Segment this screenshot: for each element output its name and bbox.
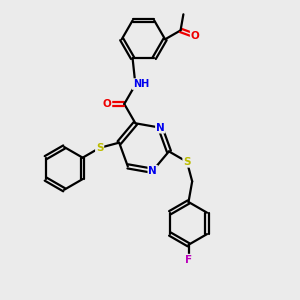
Text: N: N [148, 166, 157, 176]
Text: O: O [191, 31, 200, 41]
Text: O: O [103, 99, 111, 109]
Text: S: S [183, 157, 191, 167]
Text: F: F [185, 255, 192, 265]
Text: NH: NH [133, 79, 149, 89]
Text: N: N [156, 123, 165, 133]
Text: S: S [96, 143, 103, 153]
